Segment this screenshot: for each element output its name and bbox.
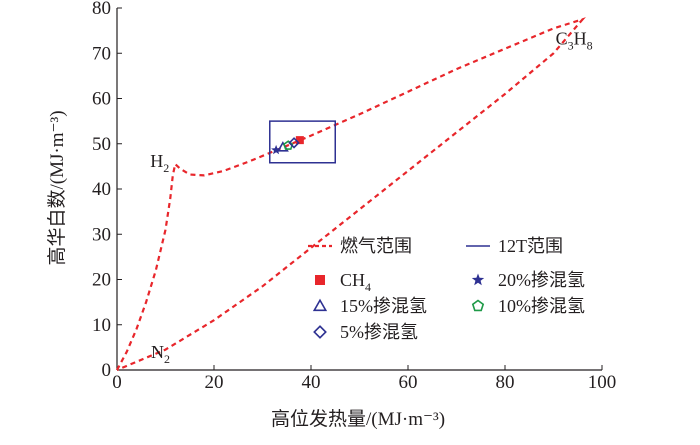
- annotation-label: H2: [150, 151, 169, 175]
- annotation-label: N2: [151, 342, 170, 366]
- data-points-layer: [271, 136, 304, 155]
- data-point: [283, 140, 294, 150]
- legend-label: 燃气范围: [340, 236, 412, 256]
- legend-swatch: [313, 325, 327, 339]
- legend-swatch: [471, 273, 485, 286]
- annotations-layer: H2 N2 C3H8: [150, 28, 592, 366]
- legend-label: 10%掺混氢: [498, 296, 585, 316]
- y-tick-label: 80: [92, 0, 111, 19]
- x-tick-label: 80: [496, 372, 515, 393]
- y-tick-label: 70: [92, 43, 111, 64]
- data-point: [295, 136, 304, 145]
- x-tick-label: 0: [112, 372, 122, 393]
- legend-swatch: [315, 275, 325, 285]
- y-tick-label: 20: [92, 270, 111, 291]
- x-tick-label: 100: [588, 372, 617, 393]
- x-tick-label: 40: [302, 372, 321, 393]
- x-axis-title: 高位发热量/(MJ·m⁻³): [271, 408, 445, 430]
- annotation-label: C3H8: [556, 28, 593, 52]
- range-12t-layer: [269, 120, 336, 164]
- legend-label: 12T范围: [498, 236, 563, 256]
- axes: 0 20 40 60 80 100 0 10 20 30 40 50 60 70 80: [92, 0, 616, 393]
- y-tick-label: 0: [102, 360, 112, 381]
- legend-swatch: [312, 298, 328, 312]
- legend-label: 15%掺混氢: [340, 296, 427, 316]
- legend-label: 20%掺混氢: [498, 270, 585, 290]
- y-tick-label: 60: [92, 89, 111, 110]
- y-tick-label: 50: [92, 134, 111, 155]
- gas-range-layer: [116, 17, 586, 372]
- legend-label: 5%掺混氢: [340, 322, 418, 342]
- legend-label: CH4: [340, 270, 371, 294]
- data-point: [288, 137, 300, 149]
- data-point: [271, 144, 281, 155]
- x-tick-label: 20: [205, 372, 224, 393]
- range-12t-rect: [269, 120, 336, 164]
- x-tick-label: 60: [399, 372, 418, 393]
- gas-range-curve: [116, 17, 586, 372]
- y-axis-title: 高华白数/(MJ·m⁻³): [46, 110, 68, 265]
- y-tick-label: 40: [92, 179, 111, 200]
- y-tick-label: 10: [92, 315, 111, 336]
- legend-swatch: [471, 299, 485, 312]
- legend: 燃气范围 12T范围 CH4 20%掺混氢 15%掺混氢 10%掺混氢 5%掺混氢: [308, 236, 585, 342]
- y-tick-label: 30: [92, 224, 111, 245]
